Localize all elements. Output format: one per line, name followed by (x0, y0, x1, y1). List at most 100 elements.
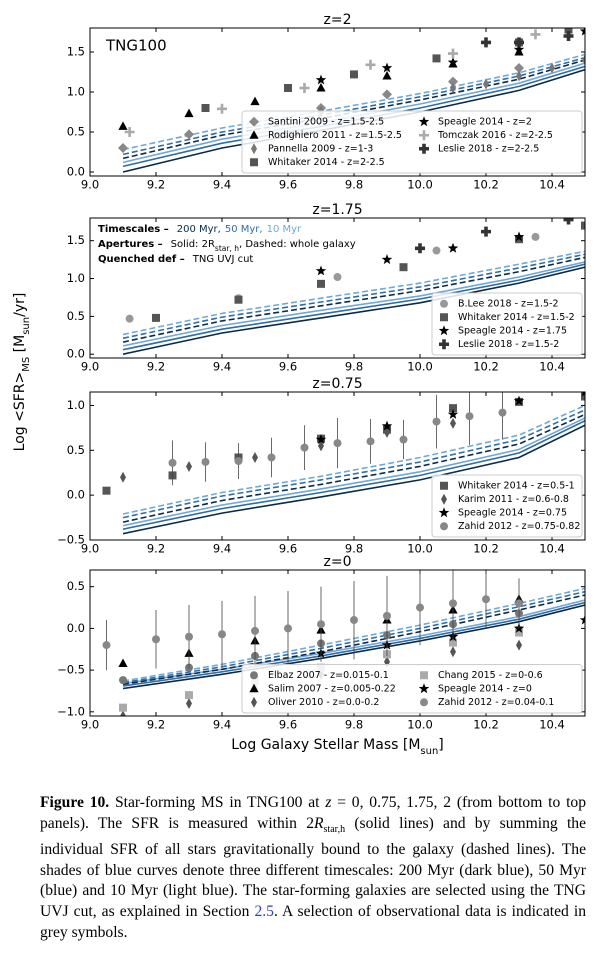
marker-square (234, 295, 243, 304)
marker-star (513, 44, 525, 55)
marker-circle (465, 412, 474, 421)
legend-label: Whitaker 2014 - z=2-2.5 (268, 157, 385, 168)
annotation-item: 200 Myr, (177, 224, 221, 235)
y-tick-label: −1.0 (57, 704, 85, 718)
plot-frame (89, 27, 586, 177)
marker-thin-diamond (516, 70, 522, 82)
model-line (122, 417, 585, 527)
marker-thin-diamond (384, 426, 390, 438)
legend-label: Zahid 2012 - z=0.75-0.82 (458, 521, 580, 532)
annotation: Timescales – 200 Myr, 50 Myr, 10 Myr (98, 224, 302, 235)
x-tick-label: 10.2 (473, 718, 499, 732)
x-tick-label: 9.4 (213, 718, 231, 732)
x-tick-label: 9.0 (81, 542, 99, 556)
marker-circle (366, 437, 375, 446)
legend-label: Zahid 2012 - z=0.04-0.1 (438, 697, 554, 708)
x-tick-label: 9.2 (147, 718, 165, 732)
marker-star (315, 74, 327, 85)
marker-circle (168, 458, 177, 467)
legend-label: Speagle 2014 - z=2 (438, 116, 532, 127)
marker-triangle (249, 130, 259, 139)
marker-star (381, 420, 393, 431)
marker-circle (251, 626, 259, 635)
y-tick-label: 0.5 (67, 125, 85, 139)
legend-label: Pannella 2009 - z=1-3 (268, 143, 373, 154)
caption-link[interactable]: 2.5 (254, 903, 274, 921)
marker-diamond (249, 116, 259, 127)
y-tick-label: 1.0 (67, 271, 85, 285)
model-line (122, 256, 585, 343)
model-line (122, 59, 585, 160)
marker-thin-diamond (450, 417, 456, 429)
x-tick-label: 9.2 (147, 178, 165, 192)
x-tick-label: 10.2 (473, 360, 499, 374)
x-tick-label: 10.0 (407, 542, 433, 556)
annotation-item: 10 Myr (267, 224, 302, 235)
legend-label: Chang 2015 - z=0-0.6 (438, 670, 543, 681)
marker-circle (416, 603, 424, 612)
y-tick-label: 0.5 (67, 443, 85, 457)
x-tick-label: 9.8 (345, 360, 363, 374)
legend-label: Leslie 2018 - z=2-2.5 (438, 143, 539, 154)
legend-label: Santini 2009 - z=1.5-2.5 (268, 116, 384, 127)
model-line (122, 409, 585, 519)
legend-label: Karim 2011 - z=0.6-0.8 (458, 494, 569, 505)
x-tick-label: 10.0 (407, 178, 433, 192)
legend-box (241, 110, 583, 174)
marker-triangle (316, 83, 326, 92)
marker-square (250, 158, 258, 167)
panel: z=2 9.0 9.2 9.4 9.6 9.8 10.0 10.2 10.4 0.0 0.5 1.0 1… (67, 12, 586, 192)
marker-circle (234, 457, 243, 466)
legend-box (431, 292, 583, 356)
marker-circle (350, 616, 358, 625)
marker-triangle (184, 108, 194, 118)
panel-title: z=2 (324, 12, 352, 28)
annotation-item: TNG UVJ cut (192, 254, 254, 265)
marker-star (315, 265, 327, 276)
x-tick-label: 9.4 (213, 542, 231, 556)
x-tick-label: 10.0 (407, 360, 433, 374)
marker-circle (432, 246, 441, 255)
caption-text: R (314, 814, 324, 832)
y-tick-label: 0.0 (67, 347, 85, 361)
marker-thin-diamond (120, 471, 126, 483)
y-tick-label: 1.0 (67, 398, 85, 412)
marker-star (438, 507, 450, 518)
x-tick-label: 9.4 (213, 360, 231, 374)
marker-thin-diamond (186, 697, 192, 709)
marker-plus (419, 130, 429, 141)
marker-star (447, 242, 459, 253)
marker-thin-diamond (251, 696, 257, 708)
marker-diamond (118, 143, 128, 153)
marker-circle (201, 457, 210, 466)
marker-triangle (382, 71, 392, 80)
marker-thin-diamond (441, 493, 447, 505)
marker-square (317, 279, 325, 288)
plot-frame (89, 569, 586, 717)
marker-plus-bold (563, 31, 574, 41)
marker-thin-diamond (483, 78, 489, 90)
marker-star (579, 28, 585, 36)
marker-star (315, 434, 327, 444)
marker-circle (119, 676, 127, 685)
marker-square (440, 481, 448, 490)
marker-square (564, 28, 573, 34)
caption-text: Star-forming MS in TNG100 at (109, 794, 326, 811)
marker-thin-diamond (450, 646, 456, 658)
text-part: Log <SFR> (12, 372, 28, 452)
marker-square (201, 104, 210, 112)
text-part: /yr] (12, 293, 28, 317)
caption-text: Figure 10. (40, 794, 110, 811)
model-line (122, 419, 585, 530)
model-line (122, 590, 585, 684)
panel: z=0 9.0 9.2 9.4 9.6 9.8 10.0 10.2 10.4 −1.0 −0.5 0.… (57, 554, 586, 732)
x-tick-label: 9.2 (147, 542, 165, 556)
subscript: sun (420, 746, 438, 757)
x-tick-label: 10.2 (473, 542, 499, 556)
x-tick-label: 9.6 (279, 718, 297, 732)
marker-circle (152, 635, 160, 644)
marker-thin-diamond (516, 639, 522, 651)
panel-title: z=0 (324, 554, 352, 570)
caption-text: . A selection of observational data is i… (40, 903, 586, 941)
marker-star (381, 254, 393, 265)
